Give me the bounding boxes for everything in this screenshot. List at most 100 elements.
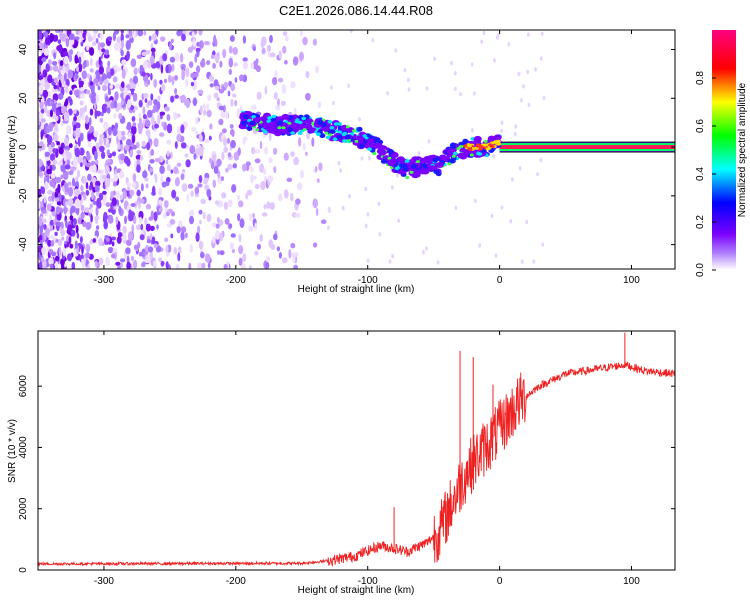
noise-speck: [278, 50, 282, 60]
noise-speck: [154, 157, 161, 163]
noise-speck: [142, 170, 148, 179]
noise-speck: [206, 60, 211, 66]
noise-speck: [473, 198, 477, 203]
noise-speck: [68, 170, 74, 176]
noise-speck: [522, 84, 525, 89]
noise-speck: [223, 81, 229, 89]
noise-speck: [129, 189, 135, 196]
tone-blob: [446, 149, 455, 156]
noise-speck: [265, 262, 270, 269]
noise-speck: [206, 213, 212, 222]
y-tick-label: -20: [18, 188, 29, 203]
noise-speck: [153, 243, 158, 249]
noise-speck: [65, 125, 72, 135]
noise-speck: [239, 218, 245, 229]
noise-speck: [268, 131, 272, 142]
noise-speck: [72, 177, 75, 187]
noise-speck: [47, 195, 53, 202]
noise-speck: [107, 208, 114, 213]
noise-speck: [174, 88, 178, 95]
noise-speck: [106, 149, 111, 156]
noise-speck: [60, 164, 66, 173]
noise-speck: [202, 212, 206, 220]
noise-speck: [113, 42, 120, 51]
noise-speck: [38, 85, 44, 95]
noise-speck: [165, 244, 169, 253]
noise-speck: [192, 97, 198, 107]
noise-speck: [254, 149, 261, 154]
noise-speck: [52, 93, 59, 102]
noise-speck: [230, 140, 236, 149]
noise-speck: [159, 111, 166, 116]
tone-blob: [337, 122, 342, 126]
noise-speck: [511, 177, 514, 182]
noise-speck: [436, 260, 440, 265]
noise-speck: [174, 177, 180, 187]
noise-speck: [255, 58, 259, 64]
noise-speck: [92, 164, 97, 174]
noise-speck: [161, 83, 166, 92]
noise-speck: [190, 72, 196, 79]
noise-speck: [347, 83, 351, 89]
noise-speck: [490, 213, 494, 219]
noise-speck: [120, 153, 125, 161]
noise-speck: [147, 79, 151, 85]
noise-speck: [117, 232, 123, 238]
noise-speck: [100, 111, 104, 117]
noise-speck: [290, 242, 296, 249]
noise-speck: [99, 42, 106, 48]
snr-y-axis: 0 2000 4000 6000: [18, 375, 675, 573]
tone-blob: [294, 119, 300, 124]
noise-speck: [121, 81, 125, 88]
noise-speck: [252, 46, 256, 52]
noise-speck: [158, 257, 163, 263]
colorbar-tick-label: 0.4: [695, 167, 706, 181]
noise-speck: [195, 116, 199, 125]
noise-speck: [126, 158, 131, 167]
tone-blob: [324, 131, 329, 135]
noise-speck: [136, 224, 142, 231]
noise-speck: [122, 225, 127, 234]
noise-speck: [189, 145, 196, 155]
noise-speck: [95, 142, 100, 150]
snr-y-label: SNR (10 * v/v): [7, 419, 18, 483]
tone-blob: [341, 132, 347, 137]
noise-speck: [153, 260, 157, 267]
noise-speck: [200, 59, 206, 68]
noise-speck: [186, 193, 190, 202]
noise-speck: [227, 137, 230, 144]
noise-speck: [118, 205, 122, 214]
noise-speck: [64, 145, 70, 152]
noise-speck: [54, 123, 58, 132]
noise-speck: [214, 85, 220, 90]
noise-speck: [245, 193, 248, 200]
noise-speck: [142, 114, 147, 120]
noise-speck: [44, 106, 48, 114]
noise-speck: [158, 199, 162, 205]
noise-speck: [103, 121, 109, 130]
noise-speck: [500, 128, 503, 134]
noise-speck: [185, 67, 190, 78]
noise-speck: [189, 244, 193, 253]
noise-speck: [132, 122, 137, 127]
noise-speck: [527, 102, 531, 108]
noise-speck: [111, 241, 115, 247]
colorbar-tick-label: 0.2: [695, 215, 706, 229]
noise-speck: [403, 68, 407, 73]
noise-speck: [238, 234, 242, 243]
noise-speck: [273, 147, 278, 155]
noise-speck: [187, 183, 194, 189]
noise-speck: [87, 141, 92, 148]
noise-speck: [80, 162, 83, 168]
noise-speck: [154, 173, 158, 184]
noise-speck: [59, 60, 64, 67]
tone-blob: [287, 121, 292, 125]
noise-speck: [509, 219, 513, 224]
noise-speck: [315, 65, 319, 74]
noise-speck: [189, 215, 194, 225]
noise-speck: [103, 79, 110, 85]
noise-speck: [144, 217, 148, 226]
noise-speck: [130, 255, 135, 262]
noise-speck: [185, 78, 189, 87]
